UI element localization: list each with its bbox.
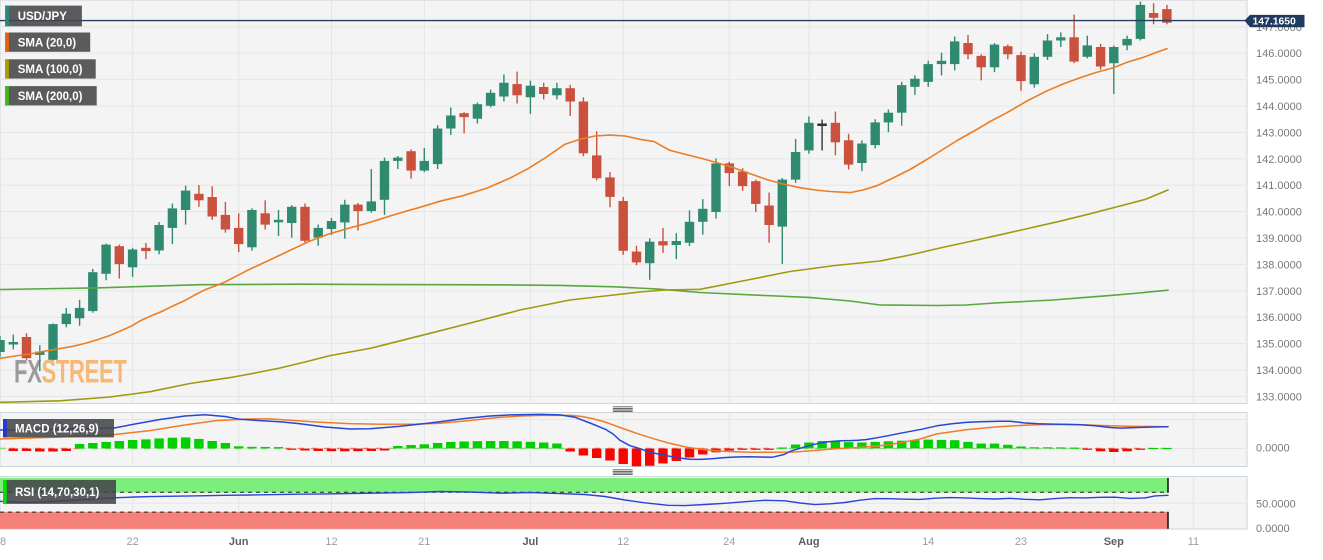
svg-text:135.0000: 135.0000 <box>1256 339 1302 351</box>
svg-text:FXSTREET: FXSTREET <box>14 353 127 389</box>
svg-text:143.0000: 143.0000 <box>1256 127 1302 139</box>
svg-text:141.0000: 141.0000 <box>1256 180 1302 192</box>
svg-text:USD/JPY: USD/JPY <box>18 11 68 23</box>
svg-text:140.0000: 140.0000 <box>1256 207 1302 219</box>
svg-text:138.0000: 138.0000 <box>1256 259 1302 271</box>
svg-text:SMA (100,0): SMA (100,0) <box>18 64 83 76</box>
svg-text:Jul: Jul <box>522 536 538 548</box>
svg-text:133.0000: 133.0000 <box>1256 391 1302 403</box>
svg-text:144.0000: 144.0000 <box>1256 101 1302 113</box>
svg-text:Sep: Sep <box>1104 536 1124 548</box>
svg-text:23: 23 <box>1015 536 1027 548</box>
svg-text:12: 12 <box>325 536 337 548</box>
svg-text:24: 24 <box>723 536 735 548</box>
svg-text:137.0000: 137.0000 <box>1256 286 1302 298</box>
svg-text:134.0000: 134.0000 <box>1256 365 1302 377</box>
svg-text:0.0000: 0.0000 <box>1256 443 1290 455</box>
svg-text:SMA (20,0): SMA (20,0) <box>18 37 77 49</box>
svg-text:RSI (14,70,30,1): RSI (14,70,30,1) <box>15 487 100 499</box>
svg-text:142.0000: 142.0000 <box>1256 154 1302 166</box>
svg-text:0.0000: 0.0000 <box>1256 523 1290 535</box>
svg-text:Jun: Jun <box>229 536 249 548</box>
svg-text:12: 12 <box>617 536 629 548</box>
svg-text:147.1650: 147.1650 <box>1253 17 1297 28</box>
svg-text:MACD (12,26,9): MACD (12,26,9) <box>15 423 99 435</box>
svg-text:50.0000: 50.0000 <box>1256 498 1296 510</box>
svg-text:21: 21 <box>418 536 430 548</box>
svg-text:139.0000: 139.0000 <box>1256 233 1302 245</box>
svg-text:22: 22 <box>126 536 138 548</box>
svg-text:14: 14 <box>922 536 934 548</box>
svg-text:145.0000: 145.0000 <box>1256 75 1302 87</box>
svg-text:136.0000: 136.0000 <box>1256 312 1302 324</box>
svg-text:SMA (200,0): SMA (200,0) <box>18 91 83 103</box>
svg-text:146.0000: 146.0000 <box>1256 48 1302 60</box>
svg-text:11: 11 <box>1188 536 1199 548</box>
svg-text:Aug: Aug <box>798 536 819 548</box>
svg-text:8: 8 <box>0 536 6 548</box>
